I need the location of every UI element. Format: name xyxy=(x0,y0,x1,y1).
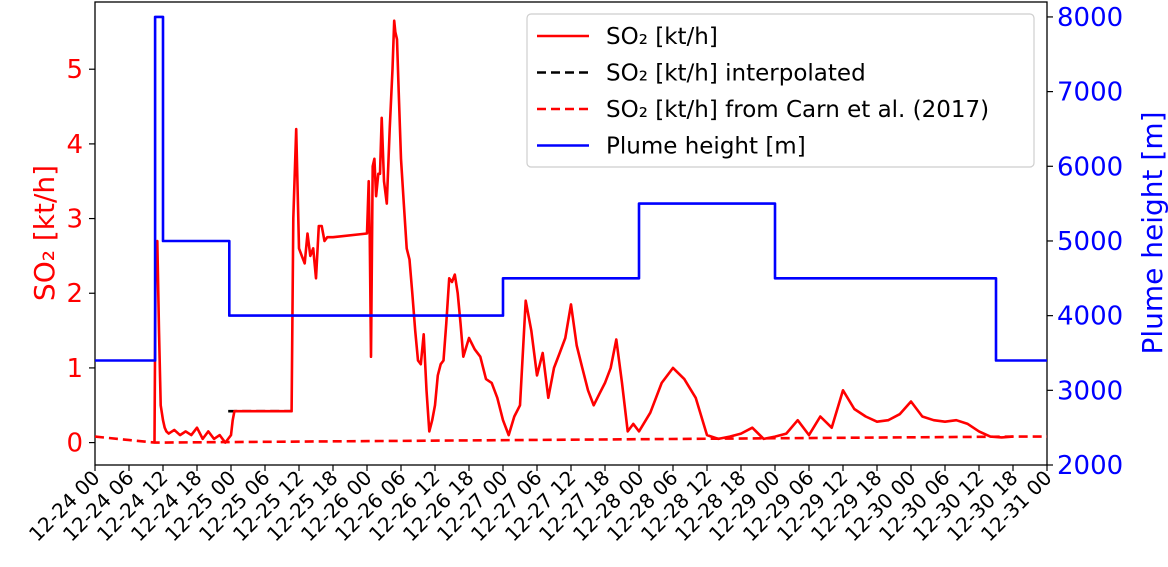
y-axis-label: SO₂ [kt/h] xyxy=(28,165,61,301)
series-line-3 xyxy=(95,15,1047,362)
y2-tick-label: 3000 xyxy=(1057,376,1123,406)
y-tick-label: 3 xyxy=(66,205,83,235)
y-axis-right: 2000 3000 4000 5000 6000 7000 8000 xyxy=(1047,3,1123,481)
legend-box xyxy=(526,13,1035,168)
legend: SO₂ [kt/h] SO₂ [kt/h] interpolated SO₂ [kt… xyxy=(526,13,1035,168)
y2-tick-label: 8000 xyxy=(1057,3,1123,33)
y2-tick-label: 4000 xyxy=(1057,302,1123,332)
y2-tick-label: 5000 xyxy=(1057,227,1123,257)
y-tick-label: 5 xyxy=(66,55,83,85)
legend-label: Plume height [m] xyxy=(606,134,806,160)
y-tick-label: 2 xyxy=(66,279,83,309)
legend-label: SO₂ [kt/h] xyxy=(606,24,718,50)
y2-tick-label: 6000 xyxy=(1057,152,1123,182)
y2-axis-label: Plume height [m] xyxy=(1136,111,1168,354)
legend-label: SO₂ [kt/h] from Carn et al. (2017) xyxy=(606,97,989,123)
series-line-2 xyxy=(94,435,1047,444)
y2-tick-label: 2000 xyxy=(1057,451,1123,481)
y2-tick-label: 7000 xyxy=(1057,78,1123,108)
series-layer xyxy=(94,15,1047,444)
legend-label: SO₂ [kt/h] interpolated xyxy=(606,61,866,87)
y-tick-label: 0 xyxy=(66,429,83,459)
y-tick-label: 4 xyxy=(66,130,83,160)
series-line-0 xyxy=(153,19,1014,444)
y-tick-label: 1 xyxy=(66,354,83,384)
y-axis-left: 0 1 2 3 4 5 xyxy=(66,55,95,459)
